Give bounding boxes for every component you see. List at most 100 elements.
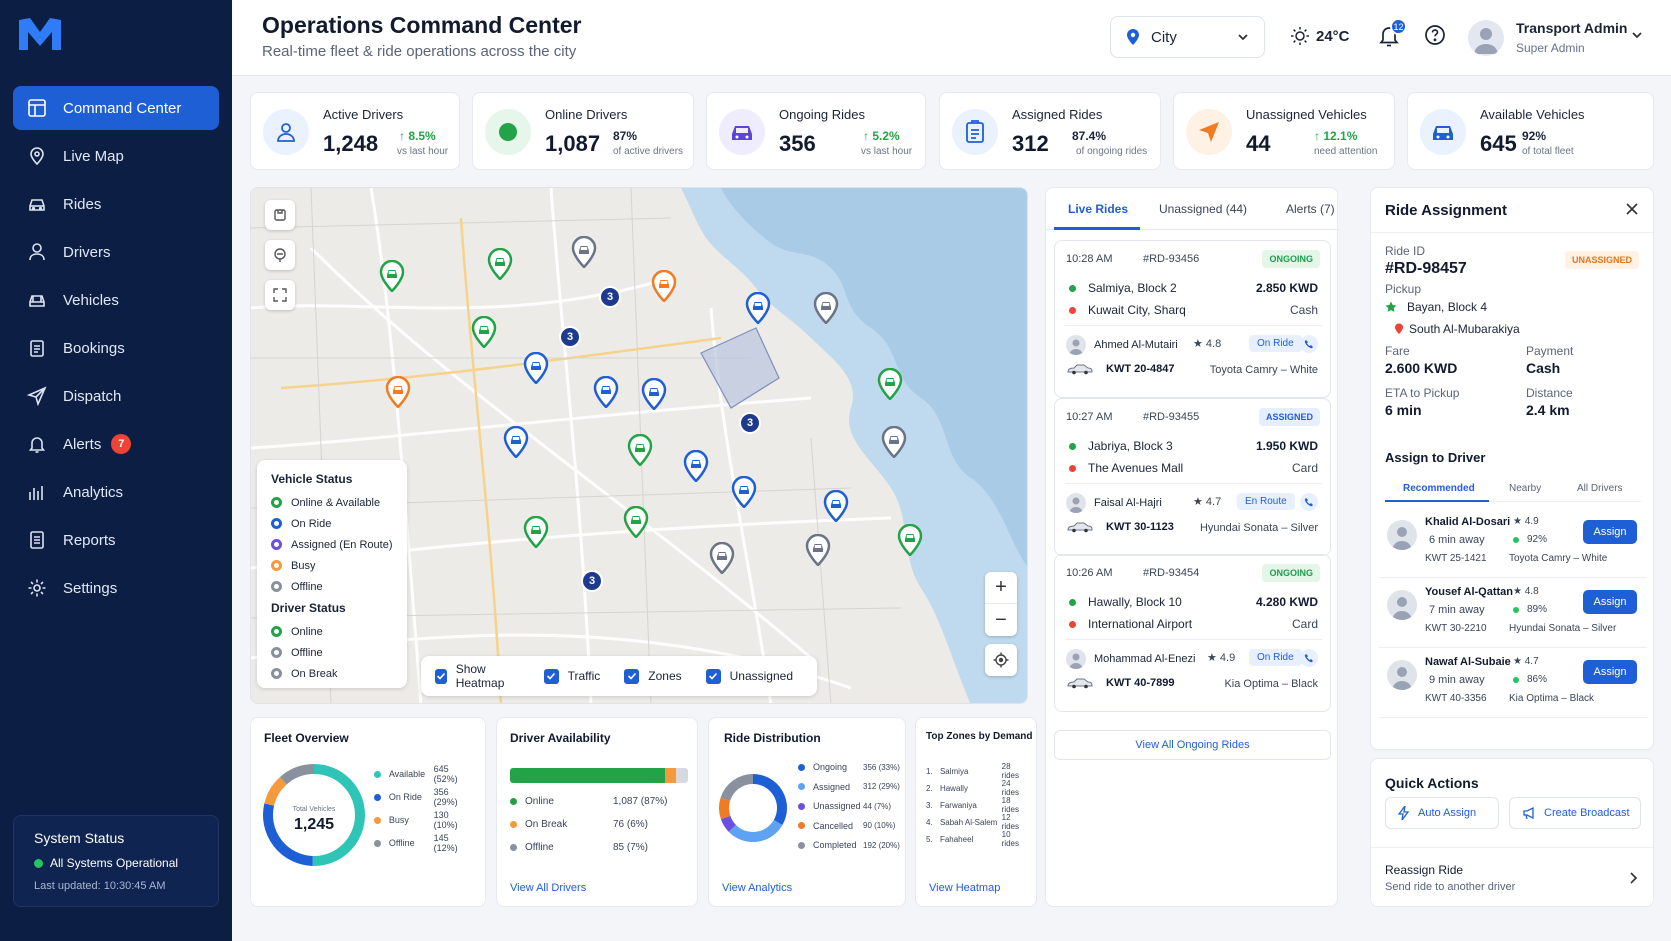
- tab-unassigned[interactable]: Unassigned (44): [1159, 202, 1248, 216]
- create-broadcast-button[interactable]: Create Broadcast: [1509, 797, 1641, 829]
- vehicle-marker-icon[interactable]: [813, 291, 839, 329]
- vehicle-marker-icon[interactable]: [897, 523, 923, 561]
- vehicle-marker-icon[interactable]: [881, 425, 907, 463]
- notifications-button[interactable]: 12: [1378, 18, 1407, 53]
- sidebar-item-bookings[interactable]: Bookings: [13, 326, 219, 370]
- sidebar-item-vehicles[interactable]: Vehicles: [13, 278, 219, 322]
- vehicle-marker-icon[interactable]: [471, 315, 497, 353]
- assign-driver-button[interactable]: Assign: [1583, 590, 1637, 614]
- donut-segment[interactable]: [279, 764, 315, 785]
- city-select[interactable]: City: [1110, 16, 1265, 58]
- sidebar-item-live-map[interactable]: Live Map: [13, 134, 219, 178]
- vehicle-marker-icon[interactable]: [523, 351, 549, 389]
- donut-segment[interactable]: [719, 797, 731, 820]
- vehicle-marker-icon[interactable]: [523, 515, 549, 553]
- vehicle-marker-icon[interactable]: [651, 269, 677, 307]
- stat-card-available-vehicles[interactable]: Available Vehicles 645 92% of total flee…: [1407, 92, 1654, 170]
- chevron-right-icon[interactable]: [1629, 871, 1639, 885]
- view-heatmap-link[interactable]: View Heatmap: [929, 882, 1001, 894]
- reassign-ride-title[interactable]: Reassign Ride: [1385, 863, 1464, 877]
- donut-segment[interactable]: [312, 764, 365, 866]
- tab-all-drivers[interactable]: All Drivers: [1577, 483, 1623, 494]
- sidebar-item-alerts[interactable]: Alerts 7: [13, 422, 219, 466]
- ride-card[interactable]: 10:28 AM #RD-93456 ONGOING Salmiya, Bloc…: [1054, 240, 1331, 398]
- view-analytics-link[interactable]: View Analytics: [722, 882, 793, 894]
- grid-icon: [28, 99, 46, 117]
- ride-card[interactable]: 10:26 AM #RD-93454 ONGOING Hawally, Bloc…: [1054, 554, 1331, 712]
- vehicle-marker-icon[interactable]: [571, 235, 597, 273]
- tab-live-rides[interactable]: Live Rides: [1068, 202, 1129, 216]
- assign-driver-button[interactable]: Assign: [1583, 660, 1637, 684]
- vehicle-marker-icon[interactable]: [709, 541, 735, 579]
- toggle-traffic[interactable]: Traffic: [543, 668, 600, 684]
- user-menu[interactable]: Transport Admin Super Admin: [1468, 16, 1658, 60]
- vehicle-marker-icon[interactable]: [731, 475, 757, 513]
- vehicle-marker-icon[interactable]: [683, 449, 709, 487]
- toggle-zones[interactable]: Zones: [624, 668, 682, 684]
- call-driver-button[interactable]: [1300, 335, 1318, 353]
- map-layers-button[interactable]: [265, 200, 295, 230]
- map-cluster-marker[interactable]: 3: [739, 412, 761, 434]
- tab-nearby[interactable]: Nearby: [1509, 483, 1542, 494]
- zone-row[interactable]: 4. Sabah Al-Salem 12 rides: [926, 813, 1030, 831]
- sidebar-item-drivers[interactable]: Drivers: [13, 230, 219, 274]
- donut-segment[interactable]: [264, 777, 287, 806]
- stat-card-assigned-rides[interactable]: Assigned Rides 312 87.4% of ongoing ride…: [939, 92, 1161, 170]
- tab-alerts[interactable]: Alerts (7): [1286, 202, 1335, 216]
- close-icon[interactable]: [1625, 202, 1639, 216]
- tab-recommended[interactable]: Recommended: [1403, 483, 1475, 494]
- vehicle-marker-icon[interactable]: [641, 377, 667, 415]
- assign-driver-button[interactable]: Assign: [1583, 520, 1637, 544]
- zone-row[interactable]: 1. Salmiya 28 rides: [926, 762, 1030, 780]
- zoom-out-button[interactable]: −: [995, 608, 1007, 631]
- vehicle-marker-icon[interactable]: [503, 425, 529, 463]
- donut-segment[interactable]: [720, 774, 754, 802]
- stat-card-online-drivers[interactable]: Online Drivers 1,087 87% of active drive…: [472, 92, 694, 170]
- call-driver-button[interactable]: [1300, 649, 1318, 667]
- zone-row[interactable]: 5. Fahaheel 10 rides: [926, 830, 1030, 848]
- sidebar-item-reports[interactable]: Reports: [13, 518, 219, 562]
- donut-segment[interactable]: [752, 774, 787, 825]
- zone-row[interactable]: 2. Hawally 24 rides: [926, 779, 1030, 797]
- locate-me-button[interactable]: [985, 644, 1017, 676]
- map-cluster-marker[interactable]: 3: [559, 326, 581, 348]
- map-cluster-marker[interactable]: 3: [581, 570, 603, 592]
- zone-row[interactable]: 3. Farwaniya 18 rides: [926, 796, 1030, 814]
- donut-segment[interactable]: [720, 815, 737, 832]
- map-fullscreen-button[interactable]: [265, 280, 295, 310]
- view-all-drivers-link[interactable]: View All Drivers: [510, 882, 587, 894]
- vehicle-marker-icon[interactable]: [379, 259, 405, 297]
- brand-logo-icon[interactable]: [16, 14, 64, 54]
- sidebar-item-settings[interactable]: Settings: [13, 566, 219, 610]
- toggle-heatmap[interactable]: Show Heatmap: [435, 662, 520, 690]
- vehicle-marker-icon[interactable]: [805, 533, 831, 571]
- dropoff-value: South Al-Mubarakiya: [1409, 322, 1520, 336]
- auto-assign-button[interactable]: Auto Assign: [1385, 797, 1499, 829]
- help-button[interactable]: [1424, 24, 1446, 51]
- sidebar-item-rides[interactable]: Rides: [13, 182, 219, 226]
- vehicle-marker-icon[interactable]: [487, 247, 513, 285]
- sidebar-item-dispatch[interactable]: Dispatch: [13, 374, 219, 418]
- view-all-rides-link[interactable]: View All Ongoing Rides: [1054, 730, 1331, 760]
- vehicle-marker-icon[interactable]: [623, 505, 649, 543]
- vehicle-marker-icon[interactable]: [823, 489, 849, 527]
- ride-card[interactable]: 10:27 AM #RD-93455 ASSIGNED Jabriya, Blo…: [1054, 398, 1331, 556]
- vehicle-marker-icon[interactable]: [877, 367, 903, 405]
- vehicle-marker-icon[interactable]: [385, 375, 411, 413]
- map-traffic-button[interactable]: [265, 240, 295, 270]
- stat-card-active-drivers[interactable]: Active Drivers 1,248 ↑ 8.5% vs last hour: [250, 92, 460, 170]
- stat-card-unassigned-vehicles[interactable]: Unassigned Vehicles 44 ↑ 12.1% need atte…: [1173, 92, 1395, 170]
- sidebar-item-command-center[interactable]: Command Center: [13, 86, 219, 130]
- donut-segment[interactable]: [728, 819, 783, 842]
- vehicle-marker-icon[interactable]: [745, 291, 771, 329]
- stat-card-ongoing-rides[interactable]: Ongoing Rides 356 ↑ 5.2% vs last hour: [706, 92, 926, 170]
- call-driver-button[interactable]: [1300, 493, 1318, 511]
- zoom-in-button[interactable]: +: [985, 572, 1017, 604]
- map-cluster-marker[interactable]: 3: [599, 286, 621, 308]
- live-map[interactable]: 3 3 3 3 Vehicle Status Online & Availabl…: [250, 187, 1028, 704]
- vehicle-marker-icon[interactable]: [627, 433, 653, 471]
- donut-segment[interactable]: [263, 803, 313, 866]
- vehicle-marker-icon[interactable]: [593, 375, 619, 413]
- toggle-unassigned[interactable]: Unassigned: [705, 668, 793, 684]
- sidebar-item-analytics[interactable]: Analytics: [13, 470, 219, 514]
